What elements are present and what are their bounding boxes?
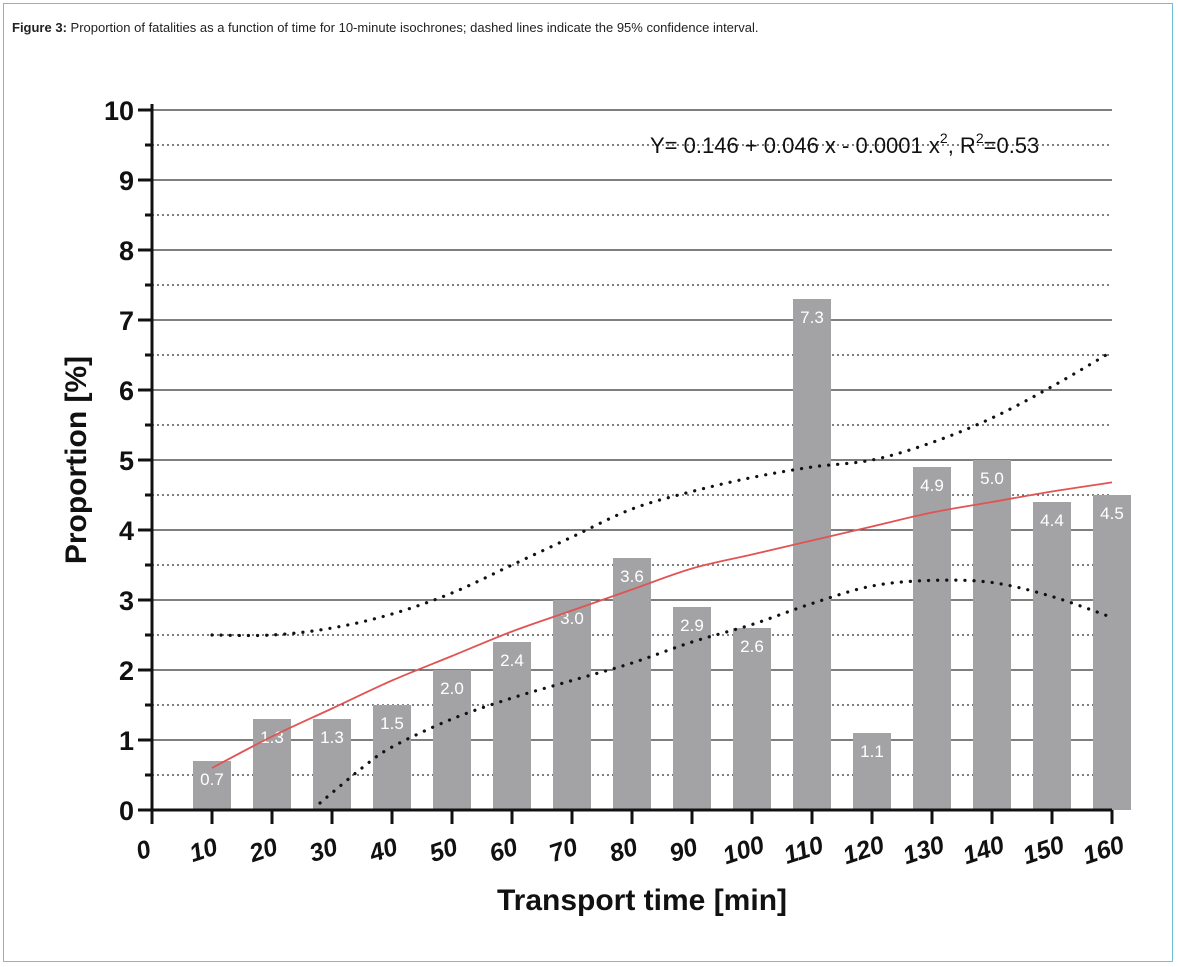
- bar-value-label: 1.5: [380, 714, 404, 733]
- bar: [1093, 495, 1131, 810]
- bar: [973, 460, 1011, 810]
- fit-equation: Y= 0.146 + 0.046 x - 0.0001 x2, R2=0.53: [650, 130, 1039, 158]
- bar: [493, 642, 531, 810]
- bars: [193, 299, 1131, 810]
- bar: [553, 600, 591, 810]
- bar-value-label: 2.0: [440, 679, 464, 698]
- x-tick-label: 100: [719, 831, 767, 871]
- y-tick-label: 9: [119, 166, 134, 196]
- x-tick-label: 30: [306, 833, 341, 868]
- bar: [193, 761, 231, 810]
- y-axis-title: Proportion [%]: [60, 356, 93, 564]
- x-tick-label: 160: [1079, 831, 1127, 871]
- y-tick-label: 0: [119, 796, 134, 826]
- figure-caption: Figure 3: Proportion of fatalities as a …: [12, 20, 1152, 35]
- x-axis-title: Transport time [min]: [497, 884, 787, 917]
- bar: [253, 719, 291, 810]
- x-tick-label: 20: [245, 833, 281, 869]
- ci-lower-line: [318, 578, 1114, 805]
- x-tick-label: 40: [365, 833, 401, 869]
- x-tick-label: 80: [606, 833, 641, 868]
- y-tick-label: 3: [119, 586, 134, 616]
- bar: [733, 628, 771, 810]
- x-tick-label: 90: [666, 833, 701, 868]
- bar-value-label: 4.4: [1040, 511, 1064, 530]
- y-tick-label: 5: [119, 446, 134, 476]
- bar: [793, 299, 831, 810]
- equation-exponent: 2: [940, 130, 948, 146]
- bar: [613, 558, 651, 810]
- y-tick-labels: 0 1 2 3 4 5 6 7 8 9 10: [104, 96, 134, 826]
- bar-value-label: 3.0: [560, 609, 584, 628]
- caption-label: Figure 3:: [12, 20, 67, 35]
- x-tick-label: 110: [780, 831, 827, 870]
- bar: [373, 705, 411, 810]
- y-tick-label: 2: [119, 656, 134, 686]
- x-tick-label: 70: [546, 833, 581, 868]
- bar: [1033, 502, 1071, 810]
- bar-value-label: 3.6: [620, 567, 644, 586]
- bar-value-label: 7.3: [800, 308, 824, 327]
- bar-value-label: 2.6: [740, 637, 764, 656]
- equation-separator: , R: [948, 133, 976, 158]
- bar-value-label: 4.5: [1100, 504, 1124, 523]
- y-tick-label: 7: [119, 306, 134, 336]
- bar-value-label: 1.3: [320, 728, 344, 747]
- x-tick-label: 0: [133, 835, 155, 866]
- x-tick-labels: 0 10 20 30 40 50 60 70 80 90 100 110 120 130 140 150 160: [133, 831, 1128, 871]
- bar: [673, 607, 711, 810]
- x-tick-label: 60: [486, 833, 521, 868]
- bar: [313, 719, 351, 810]
- bar-value-label: 5.0: [980, 469, 1004, 488]
- bar-value-label: 2.9: [680, 616, 704, 635]
- y-tick-label: 4: [119, 516, 134, 546]
- x-tick-label: 50: [426, 833, 461, 868]
- bar-value-label: 1.1: [860, 742, 884, 761]
- curves: [210, 349, 1114, 805]
- equation-main: Y= 0.146 + 0.046 x - 0.0001 x: [650, 133, 940, 158]
- y-tick-label: 8: [119, 236, 134, 266]
- y-tick-label: 6: [119, 376, 134, 406]
- y-tick-label: 10: [104, 96, 134, 126]
- y-tick-label: 1: [119, 726, 134, 756]
- x-tick-label: 150: [1019, 831, 1067, 871]
- bar: [913, 467, 951, 810]
- axes: [138, 104, 1114, 824]
- x-tick-label: 140: [959, 831, 1007, 871]
- equation-r-exponent: 2: [976, 130, 984, 146]
- bar: [433, 670, 471, 810]
- caption-text: Proportion of fatalities as a function o…: [66, 20, 759, 35]
- equation-r-value: =0.53: [984, 133, 1040, 158]
- x-tick-label: 120: [839, 831, 887, 871]
- bar: [853, 733, 891, 810]
- bar-value-label: 0.7: [200, 770, 224, 789]
- bar-value-label: 4.9: [920, 476, 944, 495]
- fit-curve: [211, 481, 1113, 769]
- x-tick-label: 130: [899, 831, 947, 871]
- bar-labels: 0.71.3 1.31.52.02.43.03.62.92.67.31.14.9 5…: [200, 308, 1124, 789]
- bar-value-label: 2.4: [500, 651, 524, 670]
- x-tick-label: 10: [186, 833, 221, 868]
